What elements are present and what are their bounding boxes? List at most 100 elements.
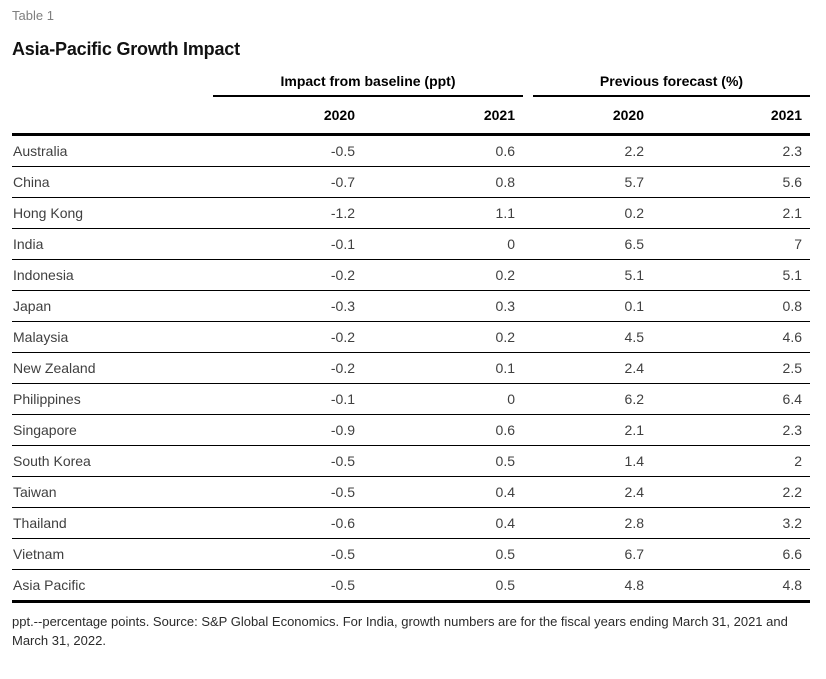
value-cell: 4.8: [652, 569, 811, 603]
value-cell: 6.5: [533, 228, 652, 260]
group-gap-cell: [523, 259, 533, 291]
value-cell: 7: [652, 228, 811, 260]
value-cell: -0.5: [213, 538, 363, 570]
table-row: Singapore -0.9 0.6 2.1 2.3: [12, 414, 811, 446]
value-cell: 0.3: [363, 290, 523, 322]
group-gap-cell: [523, 445, 533, 477]
source-footnote: ppt.--percentage points. Source: S&P Glo…: [12, 614, 788, 648]
country-column-header: [12, 96, 213, 136]
value-cell: 5.7: [533, 166, 652, 198]
value-cell: 0.5: [363, 569, 523, 603]
group-gap-cell: [523, 228, 533, 260]
value-cell: 2.3: [652, 134, 811, 167]
group-gap-spacer: [523, 73, 533, 96]
table-row: Philippines -0.1 0 6.2 6.4: [12, 383, 811, 415]
country-cell: Japan: [12, 290, 213, 322]
value-cell: -1.2: [213, 197, 363, 229]
country-cell: Philippines: [12, 383, 213, 415]
value-cell: 0.6: [363, 414, 523, 446]
value-cell: 0.4: [363, 507, 523, 539]
value-cell: 0.8: [363, 166, 523, 198]
value-cell: 1.4: [533, 445, 652, 477]
value-cell: 0.2: [363, 321, 523, 353]
value-cell: 2.4: [533, 352, 652, 384]
country-cell: South Korea: [12, 445, 213, 477]
value-cell: -0.9: [213, 414, 363, 446]
column-group-header-row: Impact from baseline (ppt) Previous fore…: [12, 73, 811, 97]
country-cell: Taiwan: [12, 476, 213, 508]
country-cell: New Zealand: [12, 352, 213, 384]
value-cell: 4.6: [652, 321, 811, 353]
value-cell: -0.7: [213, 166, 363, 198]
country-cell: Indonesia: [12, 259, 213, 291]
table-row: India -0.1 0 6.5 7: [12, 228, 811, 260]
group-gap-cell: [523, 507, 533, 539]
value-cell: 2.4: [533, 476, 652, 508]
group-gap-cell: [523, 476, 533, 508]
table-row: New Zealand -0.2 0.1 2.4 2.5: [12, 352, 811, 384]
value-cell: 2.5: [652, 352, 811, 384]
value-cell: 0.4: [363, 476, 523, 508]
value-cell: -0.2: [213, 352, 363, 384]
value-cell: 3.2: [652, 507, 811, 539]
country-cell: Malaysia: [12, 321, 213, 353]
value-cell: 5.1: [533, 259, 652, 291]
table-row: Asia Pacific -0.5 0.5 4.8 4.8: [12, 569, 811, 603]
value-cell: 0.5: [363, 445, 523, 477]
value-cell: 4.8: [533, 569, 652, 603]
table-row: China -0.7 0.8 5.7 5.6: [12, 166, 811, 198]
page-title: Asia-Pacific Growth Impact: [12, 39, 240, 59]
value-cell: 6.4: [652, 383, 811, 415]
column-group-impact-from-baseline: Impact from baseline (ppt): [213, 73, 523, 97]
value-cell: 0.2: [533, 197, 652, 229]
value-cell: -0.1: [213, 383, 363, 415]
value-cell: 5.1: [652, 259, 811, 291]
value-cell: 2.3: [652, 414, 811, 446]
country-cell: India: [12, 228, 213, 260]
table-row: South Korea -0.5 0.5 1.4 2: [12, 445, 811, 477]
table-row: Taiwan -0.5 0.4 2.4 2.2: [12, 476, 811, 508]
value-cell: 6.2: [533, 383, 652, 415]
group-gap-cell: [523, 197, 533, 229]
value-cell: 0.1: [533, 290, 652, 322]
value-cell: 0.8: [652, 290, 811, 322]
value-cell: -0.5: [213, 134, 363, 167]
value-cell: 5.6: [652, 166, 811, 198]
value-cell: -0.5: [213, 445, 363, 477]
value-cell: 0.2: [363, 259, 523, 291]
table-row: Hong Kong -1.2 1.1 0.2 2.1: [12, 197, 811, 229]
value-cell: -0.5: [213, 476, 363, 508]
country-cell: Singapore: [12, 414, 213, 446]
value-cell: 6.7: [533, 538, 652, 570]
country-cell: Asia Pacific: [12, 569, 213, 603]
table-row: Japan -0.3 0.3 0.1 0.8: [12, 290, 811, 322]
group-gap-cell: [523, 352, 533, 384]
group-gap-cell: [523, 166, 533, 198]
value-cell: -0.1: [213, 228, 363, 260]
value-cell: 0.6: [363, 134, 523, 167]
country-cell: Hong Kong: [12, 197, 213, 229]
table-row: Thailand -0.6 0.4 2.8 3.2: [12, 507, 811, 539]
year-header-impact-2021: 2021: [363, 96, 523, 136]
value-cell: -0.2: [213, 321, 363, 353]
table-row: Vietnam -0.5 0.5 6.7 6.6: [12, 538, 811, 570]
group-gap-cell: [523, 383, 533, 415]
value-cell: 2.2: [533, 134, 652, 167]
country-cell: Vietnam: [12, 538, 213, 570]
group-gap-cell: [523, 321, 533, 353]
group-gap-spacer: [523, 96, 533, 136]
value-cell: 0.1: [363, 352, 523, 384]
year-header-forecast-2021: 2021: [652, 96, 811, 136]
group-gap-cell: [523, 290, 533, 322]
value-cell: 0: [363, 383, 523, 415]
growth-impact-table: Impact from baseline (ppt) Previous fore…: [12, 73, 811, 603]
table-row: Indonesia -0.2 0.2 5.1 5.1: [12, 259, 811, 291]
value-cell: 6.6: [652, 538, 811, 570]
value-cell: 0.5: [363, 538, 523, 570]
value-cell: 1.1: [363, 197, 523, 229]
group-gap-cell: [523, 569, 533, 603]
value-cell: 2: [652, 445, 811, 477]
table-row: Australia -0.5 0.6 2.2 2.3: [12, 134, 811, 167]
country-cell: Australia: [12, 134, 213, 167]
